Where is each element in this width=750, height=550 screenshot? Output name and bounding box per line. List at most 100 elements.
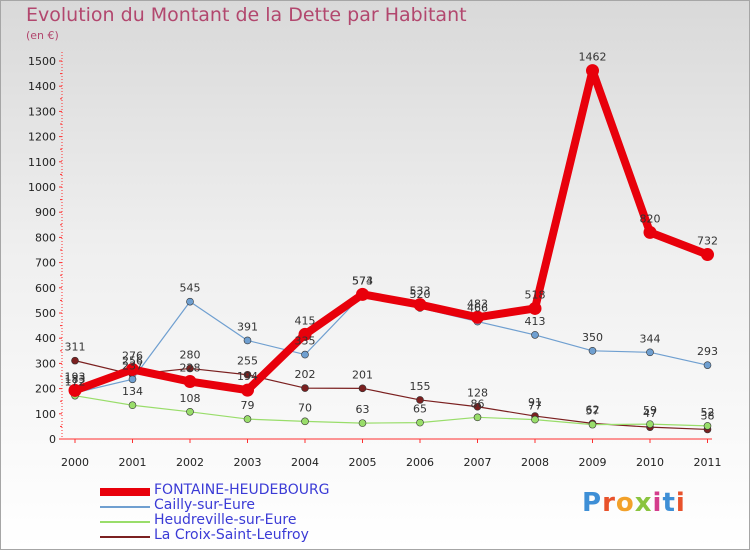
data-point xyxy=(183,375,197,389)
legend-label: La Croix-Saint-Leufroy xyxy=(154,527,309,543)
x-tick-label: 2003 xyxy=(234,456,262,469)
data-point xyxy=(528,301,542,315)
data-label: 108 xyxy=(180,392,201,405)
data-point xyxy=(473,413,482,422)
x-tick-label: 2009 xyxy=(579,456,607,469)
data-point xyxy=(243,415,252,423)
x-tick-label: 2011 xyxy=(694,456,722,469)
legend-label: Cailly-sur-Eure xyxy=(154,497,255,513)
data-label: 128 xyxy=(467,387,488,400)
data-point xyxy=(241,383,254,397)
data-point xyxy=(128,401,137,410)
x-tick-label: 2008 xyxy=(521,456,549,469)
data-point xyxy=(128,375,137,384)
data-point xyxy=(71,356,79,365)
data-label: 86 xyxy=(471,397,485,410)
data-label: 59 xyxy=(643,404,657,417)
data-label: 732 xyxy=(697,235,718,248)
series-line xyxy=(74,395,709,427)
data-label: 70 xyxy=(298,401,312,414)
data-label: 344 xyxy=(640,332,661,345)
data-label: 466 xyxy=(467,302,488,315)
data-label: 155 xyxy=(410,380,431,393)
y-tick-label: 1500 xyxy=(28,55,56,68)
data-point xyxy=(471,310,484,324)
chart-unit-label: (en €) xyxy=(26,29,59,42)
x-tick-label: 2007 xyxy=(464,456,492,469)
data-label: 91 xyxy=(528,396,542,409)
data-point xyxy=(358,384,367,393)
data-label: 413 xyxy=(525,315,546,328)
data-point xyxy=(186,297,194,306)
y-tick-label: 1200 xyxy=(28,131,56,144)
data-label: 311 xyxy=(65,341,86,354)
series-line xyxy=(74,360,709,431)
data-point xyxy=(301,350,309,359)
data-point xyxy=(358,419,367,427)
y-tick-label: 0 xyxy=(49,433,56,446)
data-label: 533 xyxy=(410,285,431,298)
data-label: 47 xyxy=(643,407,657,420)
data-label: 134 xyxy=(122,385,143,398)
y-tick-label: 1400 xyxy=(28,80,56,93)
data-label: 63 xyxy=(356,403,370,416)
data-label: 201 xyxy=(352,368,373,381)
data-label: 391 xyxy=(237,320,258,333)
logo-letter: t xyxy=(662,488,676,518)
legend-label: FONTAINE-HEUDEBOURG xyxy=(154,482,330,498)
data-label: 545 xyxy=(180,282,201,295)
x-tick-label: 2000 xyxy=(61,456,89,469)
data-point xyxy=(643,225,657,239)
y-tick-label: 400 xyxy=(35,332,56,345)
data-label: 183 xyxy=(65,373,86,386)
data-label: 820 xyxy=(640,212,661,225)
data-label: 335 xyxy=(295,335,316,348)
logo-letter: i xyxy=(652,488,663,518)
data-label: 280 xyxy=(180,348,201,361)
data-point xyxy=(243,370,252,379)
x-tick-label: 2010 xyxy=(636,456,664,469)
data-label: 228 xyxy=(180,362,201,375)
logo-letter: i xyxy=(675,488,686,518)
logo-letter: x xyxy=(634,488,653,518)
data-point xyxy=(531,331,539,339)
logo-letter: o xyxy=(615,488,635,518)
y-tick-label: 1000 xyxy=(28,181,56,194)
data-point xyxy=(416,418,424,427)
data-point xyxy=(701,248,714,262)
data-point xyxy=(301,384,309,392)
data-label: 518 xyxy=(525,288,546,301)
data-point xyxy=(413,298,427,312)
y-tick-label: 500 xyxy=(35,307,56,320)
data-point xyxy=(531,415,539,424)
data-label: 172 xyxy=(65,376,86,389)
legend-swatch xyxy=(100,536,150,538)
data-label: 520 xyxy=(410,288,431,301)
data-point xyxy=(301,417,309,426)
y-tick-label: 1300 xyxy=(28,105,56,118)
y-tick-label: 1100 xyxy=(28,156,56,169)
legend-swatch xyxy=(100,506,150,508)
data-point xyxy=(186,407,194,416)
x-tick-label: 2004 xyxy=(291,456,319,469)
data-label: 483 xyxy=(467,297,488,310)
y-tick-label: 800 xyxy=(35,231,56,244)
data-point xyxy=(186,364,194,373)
data-point xyxy=(703,361,712,369)
series-line xyxy=(71,66,712,395)
y-tick-label: 100 xyxy=(35,408,56,421)
y-tick-label: 300 xyxy=(35,357,56,370)
data-point xyxy=(703,422,712,430)
y-tick-label: 700 xyxy=(35,257,56,270)
legend-label: Heudreville-sur-Eure xyxy=(154,512,297,528)
logo-letter: P xyxy=(582,488,603,518)
data-label: 77 xyxy=(528,400,542,413)
x-tick-label: 2005 xyxy=(349,456,377,469)
data-label: 62 xyxy=(586,403,600,416)
chart-series xyxy=(68,64,714,434)
y-tick-label: 200 xyxy=(35,383,56,396)
data-point xyxy=(126,362,139,376)
chart-title: Evolution du Montant de la Dette par Hab… xyxy=(26,4,467,26)
